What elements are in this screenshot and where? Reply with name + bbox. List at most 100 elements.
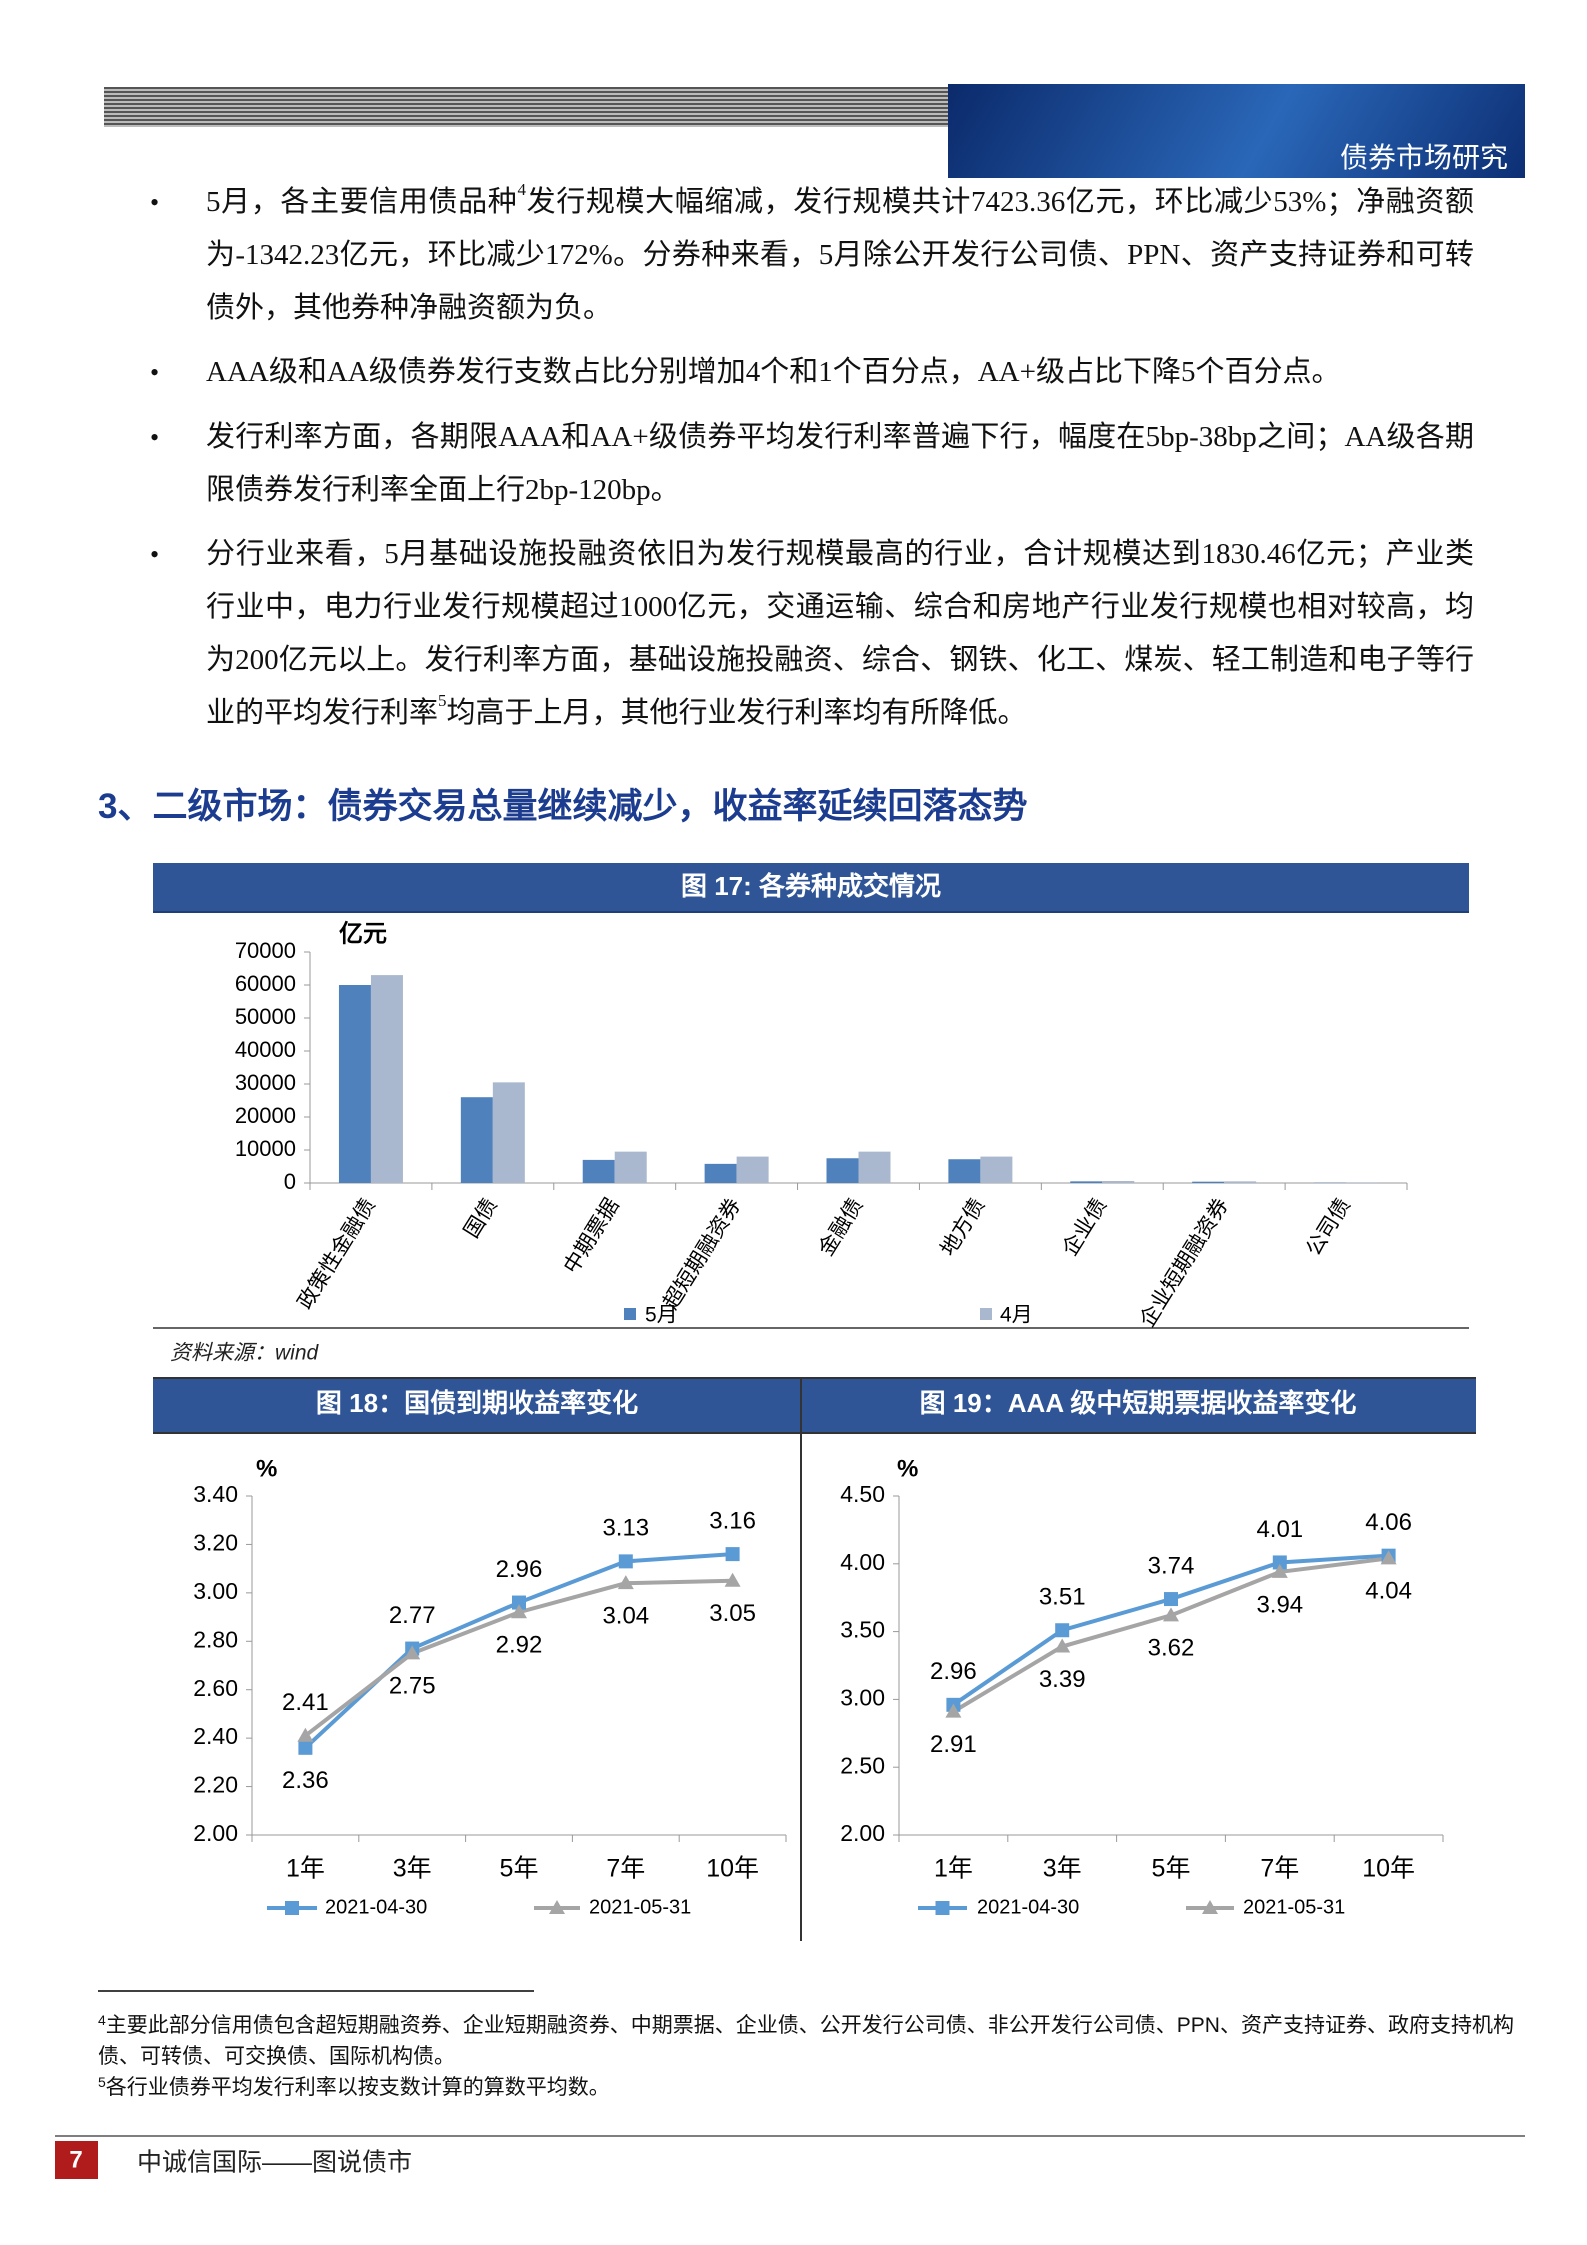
- legend-label: 2021-04-30: [977, 1896, 1079, 1918]
- x-tick-label: 3年: [1043, 1855, 1082, 1883]
- y-tick-label: 3.20: [193, 1530, 238, 1556]
- x-tick-label: 超短期融资券: [659, 1194, 745, 1313]
- footnote-ref: 5: [98, 2074, 106, 2090]
- y-tick-label: 50000: [235, 1004, 296, 1029]
- bar: [858, 1151, 891, 1183]
- y-tick-label: 2.80: [193, 1626, 238, 1652]
- y-tick-label: 40000: [235, 1037, 296, 1062]
- y-tick-label: 2.40: [193, 1723, 238, 1749]
- marker: [617, 1575, 634, 1590]
- chart-title: 图 17: 各券种成交情况: [681, 871, 941, 901]
- legend-label: 2021-05-31: [589, 1896, 691, 1918]
- page-number: 7: [69, 2146, 82, 2173]
- header-title: 债券市场研究: [1340, 142, 1509, 173]
- y-tick-label: 70000: [235, 938, 296, 963]
- legend-label: 2021-05-31: [1243, 1896, 1345, 1918]
- title-bar: [153, 1378, 801, 1433]
- data-label: 3.94: [1256, 1591, 1303, 1618]
- axis-label: %: [256, 1455, 277, 1482]
- marker: [618, 1554, 633, 1569]
- marker: [1054, 1638, 1071, 1653]
- y-tick-label: 10000: [235, 1136, 296, 1161]
- data-label: 2.41: [282, 1689, 329, 1716]
- footnote: 5各行业债券平均发行利率以按支数计算的算数平均数。: [98, 2072, 1526, 2103]
- bar: [1192, 1181, 1225, 1183]
- marker: [1202, 1900, 1218, 1914]
- x-tick-label: 国债: [460, 1194, 502, 1242]
- marker: [1163, 1607, 1179, 1622]
- data-label: 3.13: [602, 1515, 649, 1542]
- bullet-dot: •: [150, 540, 160, 569]
- bullet-dot: •: [150, 358, 160, 387]
- data-label: 4.04: [1365, 1578, 1412, 1605]
- x-tick-label: 3年: [393, 1855, 432, 1883]
- x-tick-label: 政策性金融债: [294, 1194, 380, 1313]
- marker: [1271, 1563, 1288, 1578]
- footnote-ref: 4: [98, 2012, 106, 2028]
- bar: [492, 1082, 525, 1183]
- text: 发行规模大幅缩减，发行规模共计7423.36亿元，环比减少53%；净融资额为-1…: [206, 186, 1474, 324]
- bullet-dot: •: [150, 423, 160, 452]
- x-tick-label: 公司债: [1302, 1194, 1355, 1260]
- bar: [980, 1156, 1013, 1183]
- y-tick-label: 3.00: [840, 1684, 885, 1710]
- x-tick-label: 5年: [500, 1855, 539, 1883]
- x-tick-label: 1年: [934, 1855, 973, 1883]
- bar: [460, 1097, 493, 1183]
- bullet: • 发行利率方面，各期限AAA和AA+级债券平均发行利率普遍下行，幅度在5bp-3…: [150, 411, 1474, 517]
- x-tick-label: 企业债: [1058, 1194, 1111, 1260]
- footer-text: 中诚信国际——图说债市: [137, 2149, 412, 2177]
- marker: [285, 1901, 299, 1915]
- chart-title: 图 18：国债到期收益率变化: [316, 1388, 638, 1418]
- marker: [512, 1595, 526, 1610]
- y-tick-label: 30000: [235, 1070, 296, 1095]
- marker: [945, 1703, 962, 1718]
- marker: [511, 1604, 527, 1619]
- bar: [582, 1159, 615, 1183]
- header-banner: [948, 84, 1525, 178]
- section-heading: 3、二级市场：债券交易总量继续减少，收益率延续回落态势: [98, 787, 1028, 826]
- title-bar: [801, 1378, 1476, 1433]
- legend-label: 2021-04-30: [325, 1896, 427, 1918]
- marker: [935, 1901, 950, 1915]
- bar: [370, 975, 403, 1183]
- x-tick-label: 10年: [706, 1855, 759, 1883]
- header-stripe: [104, 87, 952, 127]
- source: 资料来源：wind: [170, 1342, 320, 1365]
- data-label: 4.06: [1365, 1509, 1412, 1536]
- y-tick-label: 2.20: [193, 1772, 238, 1798]
- marker: [298, 1740, 313, 1755]
- marker: [1055, 1623, 1070, 1638]
- y-tick-label: 0: [284, 1169, 296, 1194]
- axis-label: %: [897, 1455, 918, 1482]
- x-tick-label: 地方债: [936, 1194, 989, 1260]
- bullet: • AAA级和AA级债券发行支数占比分别增加4个和1个百分点，AA+级占比下降5个…: [150, 346, 1474, 399]
- data-label: 2.75: [389, 1673, 436, 1700]
- bar: [1346, 1182, 1379, 1183]
- title-bar: [153, 863, 1469, 912]
- marker: [404, 1645, 421, 1660]
- bullet: • 5月，各主要信用债品种4发行规模大幅缩减，发行规模共计7423.36亿元，环比…: [150, 176, 1474, 335]
- data-label: 3.51: [1039, 1584, 1086, 1611]
- x-tick-label: 5年: [1152, 1855, 1191, 1883]
- data-label: 2.92: [496, 1632, 543, 1659]
- legend-label: 5月: [645, 1304, 678, 1327]
- text: 分行业来看，5月基础设施投融资依旧为发行规模最高的行业，合计规模达到1830.4…: [206, 538, 1474, 729]
- x-tick-label: 10年: [1362, 1855, 1415, 1883]
- y-tick-label: 3.40: [193, 1481, 238, 1507]
- bar: [826, 1158, 859, 1183]
- footnote: 4主要此部分信用债包含超短期融资券、企业短期融资券、中期票据、企业债、公开发行公…: [98, 2010, 1526, 2072]
- footnote-text: 各行业债券平均发行利率以按支数计算的算数平均数。: [105, 2076, 610, 2099]
- bar: [1070, 1181, 1103, 1183]
- axis-label: 亿元: [339, 920, 387, 947]
- data-label: 4.01: [1256, 1516, 1303, 1543]
- marker: [724, 1572, 741, 1587]
- x-tick-label: 金融债: [815, 1194, 868, 1260]
- y-tick-label: 2.00: [193, 1820, 238, 1846]
- legend-label: 4月: [1000, 1304, 1033, 1327]
- bar: [948, 1159, 981, 1183]
- x-tick-label: 1年: [286, 1855, 325, 1883]
- y-tick-label: 3.50: [840, 1617, 885, 1643]
- text: 发行利率方面，各期限AAA和AA+级债券平均发行利率普遍下行，幅度在5bp-38…: [206, 421, 1474, 506]
